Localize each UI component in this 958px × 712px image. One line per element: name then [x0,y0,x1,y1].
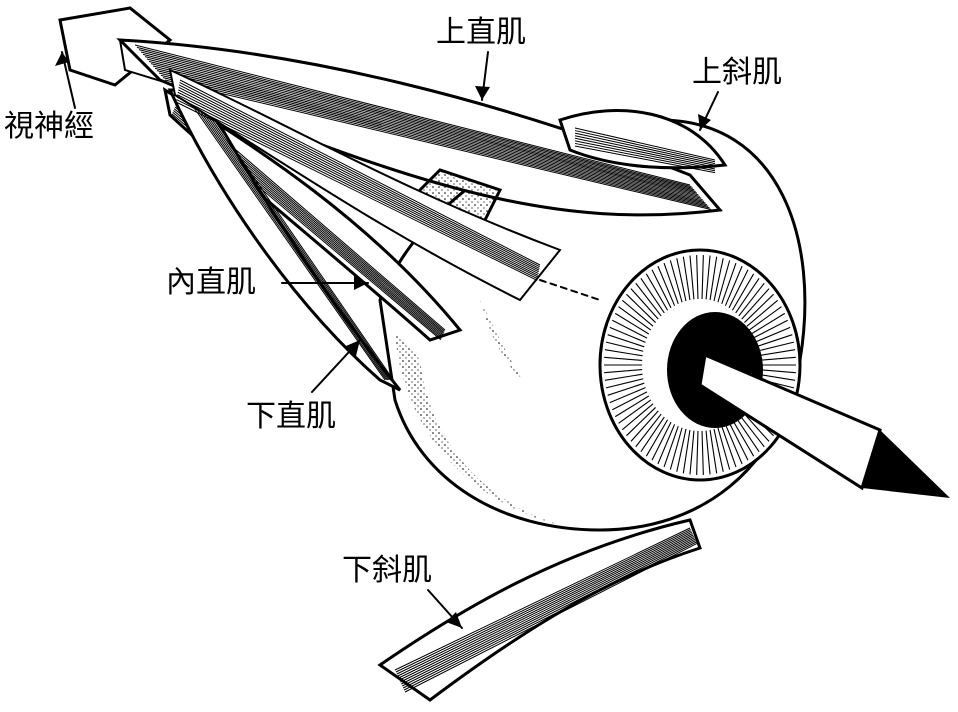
superior-oblique-muscle [558,109,728,174]
label-inferior-rectus-text: 下直肌 [246,399,336,434]
label-medial-rectus-text: 內直肌 [166,265,256,300]
label-medial-rectus: 內直肌 [166,265,369,300]
label-inferior-oblique-text: 下斜肌 [342,553,432,588]
label-optic-nerve: 視神經 [4,51,94,144]
label-superior-rectus-text: 上直肌 [436,15,526,50]
label-inferior-rectus: 下直肌 [246,339,361,434]
label-superior-rectus: 上直肌 [436,15,526,101]
inferior-rectus-muscle [167,88,402,392]
label-optic-nerve-text: 視神經 [4,109,94,144]
axis-rod-tip [862,430,950,498]
eyeball-shading [395,330,560,525]
label-superior-oblique-text: 上斜肌 [692,55,782,90]
label-superior-oblique: 上斜肌 [692,55,782,131]
superior-rectus-muscle [116,38,723,217]
inferior-oblique-muscle [377,518,702,702]
lateral-rectus-muscle [168,68,562,302]
iris [598,248,802,482]
axis-rod [539,279,950,498]
label-inferior-oblique: 下斜肌 [342,553,463,629]
